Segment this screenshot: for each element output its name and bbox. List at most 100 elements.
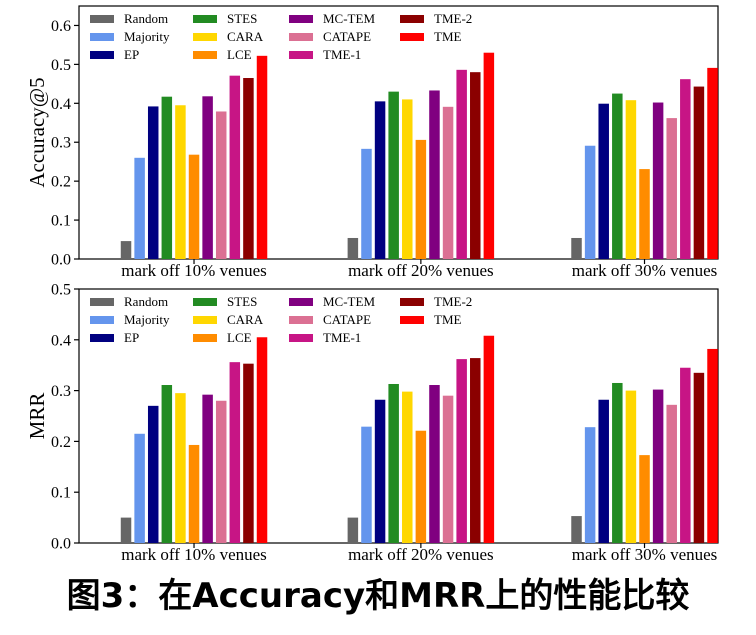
bar-lce-1	[188, 444, 200, 543]
bar-tme-1	[256, 55, 268, 260]
bar-tme-2-1	[243, 363, 254, 543]
bar-catape-1	[215, 111, 227, 259]
bar-lce-3	[639, 169, 650, 259]
legend-label-random: Random	[124, 294, 168, 309]
bar-tme-1-3	[680, 367, 691, 543]
bar-lce-2	[415, 430, 427, 543]
bar-stes-3	[612, 93, 623, 259]
bar-stes-3	[612, 382, 623, 543]
bar-tme-1-1	[229, 362, 241, 543]
bar-lce-2	[415, 139, 427, 259]
legend-label-majority: Majority	[124, 312, 170, 327]
legend-label-cara: CARA	[227, 29, 264, 44]
chart-figure: 0.0 0.1 0.2 0.3 0.4 0.5 0.6 Accuracy@5 mark off …	[25, 5, 719, 564]
chart-panel-1: 0.0 0.1 0.2 0.3 0.4 0.5 0.6 Accuracy@5 mark off …	[25, 5, 719, 280]
y-tick-label: 0.2	[51, 434, 71, 451]
bar-mc-tem-3	[652, 389, 664, 543]
bar-random-3	[571, 237, 582, 259]
bar-tme-2-3	[693, 86, 705, 259]
y-tick-label: 0.0	[51, 252, 71, 269]
legend-label-mc-tem: MC-TEM	[323, 294, 375, 309]
bar-lce-1	[188, 154, 200, 259]
bar-mc-tem-2	[429, 90, 440, 259]
bar-tme-2-1	[243, 78, 254, 259]
bar-stes-2	[388, 383, 399, 543]
bar-stes-2	[388, 91, 399, 259]
y-tick-label: 0.5	[51, 282, 71, 299]
bar-catape-3	[666, 404, 677, 543]
legend-swatch-stes	[193, 15, 217, 23]
legend-label-catape: CATAPE	[323, 312, 371, 327]
bar-mc-tem-1	[202, 394, 213, 543]
legend-swatch-tme-2	[400, 298, 424, 306]
bar-tme-2-2	[470, 72, 481, 260]
bar-mc-tem-1	[202, 96, 213, 259]
bar-cara-2	[402, 391, 413, 543]
bar-mc-tem-2	[429, 385, 440, 543]
bar-mc-tem-3	[652, 102, 664, 259]
legend-swatch-tme-1	[289, 51, 313, 59]
legend: Random Majority EP STES CARA LCE MC-TEM CATAPE T…	[90, 11, 472, 62]
legend-swatch-ep	[90, 334, 114, 342]
legend-swatch-ep	[90, 51, 114, 59]
figure-caption: 图3：在Accuracy和MRR上的性能比较	[66, 576, 690, 616]
y-tick-label: 0.1	[51, 213, 71, 230]
bar-ep-3	[598, 399, 609, 543]
y-tick-label: 0.3	[51, 383, 71, 400]
x-tick-label: mark off 10% venues	[121, 545, 267, 564]
legend-swatch-lce	[193, 51, 217, 59]
x-tick-label: mark off 30% venues	[572, 261, 718, 280]
bar-ep-2	[374, 101, 386, 259]
bar-tme-2	[483, 335, 495, 543]
legend-label-catape: CATAPE	[323, 29, 371, 44]
legend-swatch-lce	[193, 334, 217, 342]
bar-tme-1-2	[456, 359, 467, 543]
legend-label-random: Random	[124, 11, 168, 26]
legend-swatch-catape	[289, 33, 313, 41]
legend-label-lce: LCE	[227, 47, 252, 62]
bar-cara-1	[175, 393, 186, 543]
legend-swatch-tme-1	[289, 334, 313, 342]
bar-tme-1	[256, 337, 268, 543]
legend-swatch-stes	[193, 298, 217, 306]
bar-cara-1	[175, 105, 186, 259]
bar-random-2	[347, 517, 359, 543]
legend-swatch-tme	[400, 33, 424, 41]
bar-ep-3	[598, 103, 609, 259]
bar-tme-1-1	[229, 75, 241, 260]
y-tick-label: 0.5	[51, 57, 71, 74]
legend-label-tme-2: TME-2	[434, 294, 472, 309]
legend-swatch-majority	[90, 316, 114, 324]
bar-cara-3	[625, 390, 637, 543]
legend-swatch-mc-tem	[289, 15, 313, 23]
bar-tme-1-2	[456, 69, 467, 259]
legend-label-tme: TME	[434, 312, 462, 327]
bar-majority-1	[134, 157, 145, 259]
bar-ep-1	[147, 405, 159, 543]
x-tick-label: mark off 20% venues	[348, 261, 494, 280]
x-tick-label: mark off 30% venues	[572, 545, 718, 564]
bar-catape-1	[215, 400, 227, 543]
bar-majority-3	[584, 145, 596, 259]
bar-random-3	[571, 516, 582, 543]
legend-swatch-random	[90, 15, 114, 23]
legend-label-stes: STES	[227, 11, 257, 26]
bar-catape-2	[442, 106, 454, 260]
y-axis-label: Accuracy@5	[25, 77, 49, 187]
bar-tme-2-2	[470, 358, 481, 543]
legend-label-majority: Majority	[124, 29, 170, 44]
bar-random-2	[347, 237, 359, 259]
legend-label-ep: EP	[124, 330, 139, 345]
x-tick-label: mark off 10% venues	[121, 261, 267, 280]
bar-stes-1	[161, 96, 173, 260]
bar-tme-3	[707, 67, 718, 259]
bar-random-1	[120, 241, 132, 259]
legend-label-tme-2: TME-2	[434, 11, 472, 26]
bar-tme-2-3	[693, 372, 705, 543]
legend-swatch-cara	[193, 316, 217, 324]
legend-label-tme: TME	[434, 29, 462, 44]
bar-tme-2	[483, 52, 495, 260]
legend-swatch-cara	[193, 33, 217, 41]
y-tick-label: 0.4	[51, 96, 71, 113]
legend-swatch-mc-tem	[289, 298, 313, 306]
